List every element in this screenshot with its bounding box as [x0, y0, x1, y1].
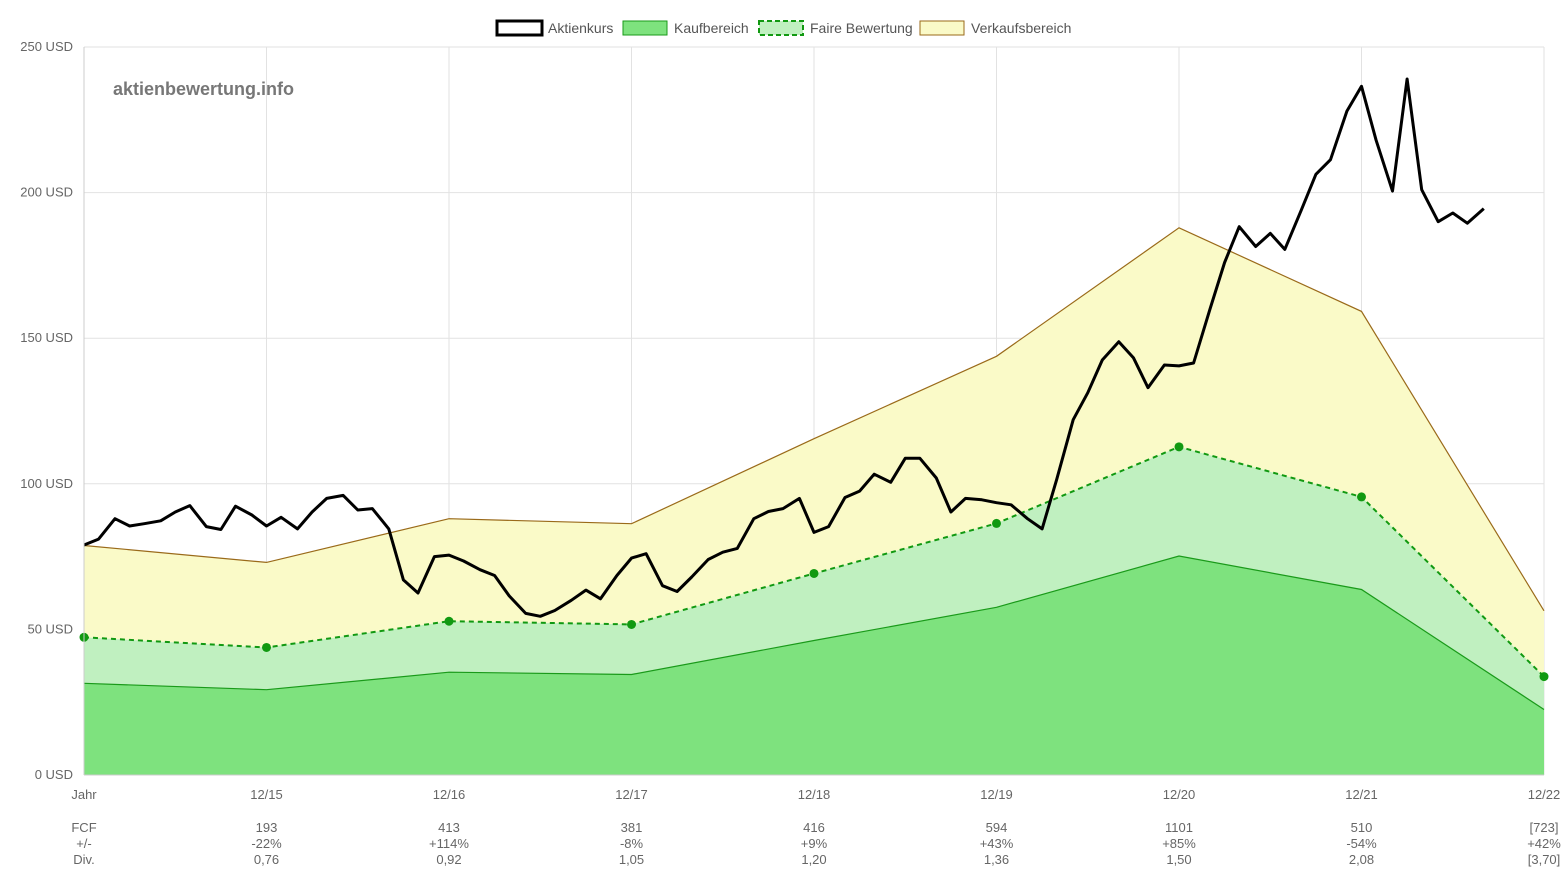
table-cell-change: +114% [429, 836, 469, 851]
y-tick-label: 0 USD [35, 767, 73, 782]
table-row-label: Div. [73, 852, 94, 867]
value-areas [84, 227, 1544, 775]
x-tick-label: 12/18 [798, 787, 831, 802]
verkaufsbereich-line [83, 227, 1545, 612]
table-cell-div: 1,20 [801, 852, 826, 867]
table-cell-fcf: [723] [1530, 820, 1559, 835]
table-cell-change: +42% [1527, 836, 1561, 851]
fair-value-point [809, 568, 819, 578]
y-tick-label: 200 USD [20, 185, 73, 200]
axes: 0 USD 50 USD 100 USD 150 USD 200 USD 250 USD J… [20, 39, 1560, 802]
table-cell-div: 1,36 [984, 852, 1009, 867]
legend-item-aktienkurs[interactable]: Aktienkurs [495, 19, 613, 37]
x-tick-label: 12/15 [250, 787, 283, 802]
table-row-label: FCF [71, 820, 96, 835]
legend-label-verkaufsbereich: Verkaufsbereich [971, 20, 1071, 36]
table-cell-div: 0,92 [436, 852, 461, 867]
legend-label-aktienkurs: Aktienkurs [548, 20, 613, 36]
y-tick-label: 100 USD [20, 476, 73, 491]
table-cell-change: +9% [801, 836, 828, 851]
table-cell-div: 1,50 [1166, 852, 1191, 867]
legend-swatch-verkaufsbereich [919, 20, 965, 36]
fair-value-point [992, 518, 1001, 528]
legend: Aktienkurs Kaufbereich Faire Bewertung V… [495, 19, 1071, 37]
table-cell-fcf: 193 [256, 820, 278, 835]
table-cell-change: +85% [1162, 836, 1196, 851]
watermark-logo: aktienbewertung.info [113, 79, 294, 99]
y-tick-label: 150 USD [20, 330, 73, 345]
x-tick-label: 12/20 [1163, 787, 1196, 802]
table-cell-div: [3,70] [1528, 852, 1561, 867]
table-cell-fcf: 594 [986, 820, 1008, 835]
fair-value-point [627, 619, 636, 629]
fair-value-point [1357, 492, 1366, 502]
fair-value-point [444, 616, 454, 626]
table-cell-change: +43% [980, 836, 1014, 851]
table-cell-change: -22% [251, 836, 282, 851]
price-series [83, 77, 1485, 618]
legend-label-kaufbereich: Kaufbereich [674, 20, 749, 36]
fair-value-points [79, 442, 1549, 682]
x-tick-label: Jahr [71, 787, 97, 802]
table-cell-fcf: 413 [438, 820, 460, 835]
x-tick-label: 12/16 [433, 787, 466, 802]
table-cell-div: 2,08 [1349, 852, 1374, 867]
x-tick-label: 12/17 [615, 787, 648, 802]
fair-value-point [262, 642, 271, 652]
legend-label-faire-bewertung: Faire Bewertung [810, 20, 913, 36]
y-tick-label: 50 USD [27, 621, 73, 636]
table-cell-fcf: 1101 [1165, 820, 1193, 835]
fair-value-point [1539, 672, 1549, 682]
legend-item-kaufbereich[interactable]: Kaufbereich [622, 20, 749, 36]
verkaufsbereich-area [84, 227, 1544, 677]
aktienkurs-line [83, 77, 1485, 618]
table-cell-div: 0,76 [254, 852, 279, 867]
kaufbereich-line [83, 555, 1545, 711]
table-cell-fcf: 381 [621, 820, 643, 835]
x-tick-label: 12/22 [1528, 787, 1561, 802]
faire-bewertung-area [84, 446, 1544, 710]
table-cell-div: 1,05 [619, 852, 644, 867]
fair-value-point [1174, 442, 1184, 452]
table-row-label: +/- [76, 836, 92, 851]
fundamentals-table: FCF 193 413 381 416 594 1101 510 [723] +/- -22% +11… [71, 820, 1561, 867]
table-cell-change: -54% [1346, 836, 1377, 851]
kaufbereich-area [84, 556, 1544, 775]
table-cell-fcf: 510 [1351, 820, 1373, 835]
legend-swatch-faire-bewertung [758, 20, 804, 36]
x-tick-label: 12/21 [1345, 787, 1378, 802]
legend-swatch-aktienkurs [495, 19, 544, 37]
legend-swatch-kaufbereich [622, 20, 668, 36]
legend-item-faire-bewertung[interactable]: Faire Bewertung [758, 20, 913, 36]
x-tick-label: 12/19 [980, 787, 1013, 802]
y-tick-label: 250 USD [20, 39, 73, 54]
table-cell-change: -8% [620, 836, 644, 851]
legend-item-verkaufsbereich[interactable]: Verkaufsbereich [919, 20, 1071, 36]
table-cell-fcf: 416 [803, 820, 825, 835]
